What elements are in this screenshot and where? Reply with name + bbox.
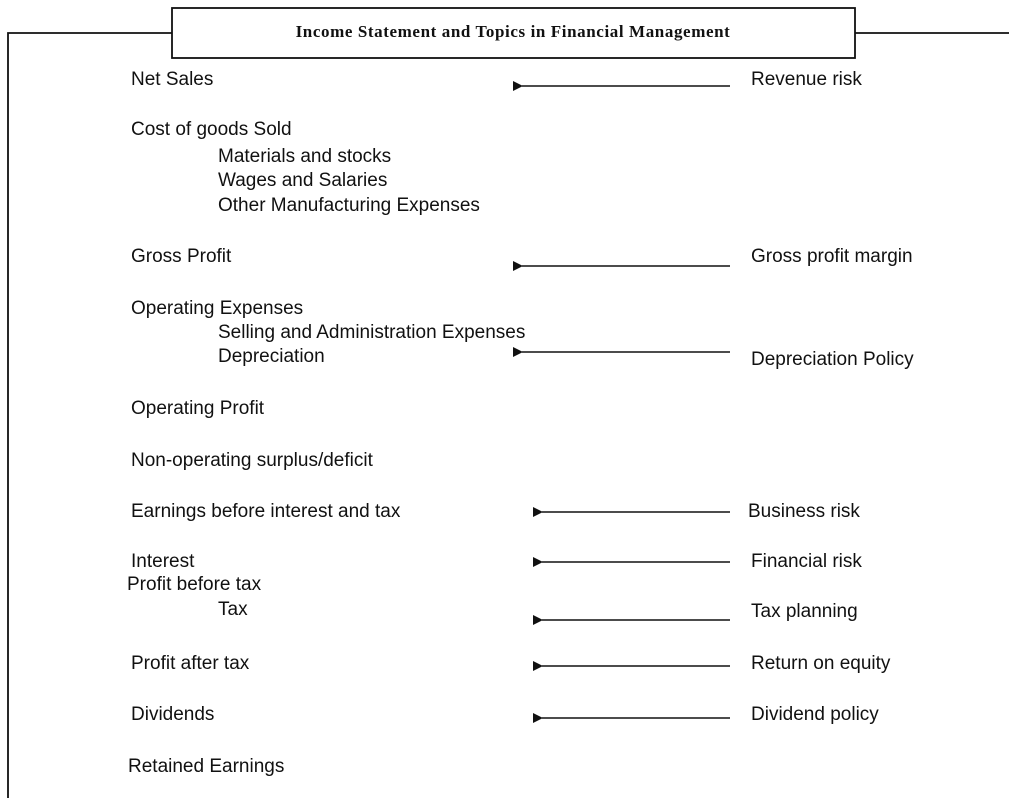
sub-item: Selling and Administration Expenses xyxy=(218,322,525,343)
arrows xyxy=(513,81,730,723)
topic: Depreciation Policy xyxy=(751,349,914,370)
topics: Revenue risk Gross profit margin Depreci… xyxy=(748,69,914,725)
item: Earnings before interest and tax xyxy=(131,501,401,522)
frame xyxy=(7,32,1009,798)
item: Non-operating surplus/deficit xyxy=(131,450,374,471)
sub-item: Materials and stocks xyxy=(218,146,391,167)
sub-item: Wages and Salaries xyxy=(218,170,387,191)
topic: Tax planning xyxy=(751,601,858,622)
item: Interest xyxy=(131,551,195,572)
topic: Dividend policy xyxy=(751,704,879,725)
topic: Revenue risk xyxy=(751,69,862,90)
income-items: Net Sales Cost of goods Sold Materials a… xyxy=(127,69,525,777)
item: Operating Expenses xyxy=(131,298,303,319)
topic: Return on equity xyxy=(751,653,891,674)
item: Profit before tax xyxy=(127,574,262,595)
sub-item: Other Manufacturing Expenses xyxy=(218,195,480,216)
title: Income Statement and Topics in Financial… xyxy=(296,22,731,41)
topic: Gross profit margin xyxy=(751,246,913,267)
topic: Business risk xyxy=(748,501,860,522)
topic: Financial risk xyxy=(751,551,862,572)
title-box xyxy=(171,7,856,59)
item: Cost of goods Sold xyxy=(131,119,292,140)
sub-item: Depreciation xyxy=(218,346,325,367)
item: Retained Earnings xyxy=(128,756,284,777)
item: Operating Profit xyxy=(131,398,265,419)
item: Dividends xyxy=(131,704,214,725)
item: Net Sales xyxy=(131,69,213,90)
sub-item: Tax xyxy=(218,599,248,620)
item: Profit after tax xyxy=(131,653,250,674)
item: Gross Profit xyxy=(131,246,232,267)
